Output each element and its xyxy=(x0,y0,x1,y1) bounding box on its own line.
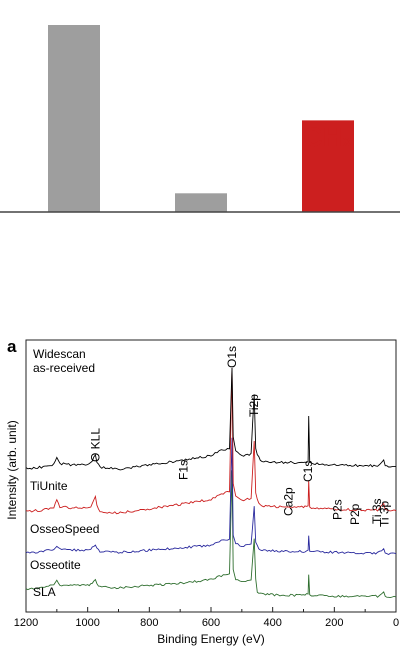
peak-label: O1s xyxy=(225,346,239,368)
x-ticks: 1200 1000 800 600 400 200 0 xyxy=(14,607,399,629)
trace-sla xyxy=(25,470,397,599)
peak-label: O KLL xyxy=(88,428,102,462)
chx-main: CH xyxy=(303,122,342,152)
peak-label: P2s xyxy=(330,499,344,520)
plot-title-line-2: as-received xyxy=(33,361,95,375)
series-label-tiunite: TiUnite xyxy=(30,479,68,493)
y-axis-label: Intensity (arb. unit) xyxy=(5,420,19,519)
x-tick-label: 800 xyxy=(140,617,158,629)
x-tick-label: 1200 xyxy=(14,617,38,629)
bar-3 xyxy=(302,120,354,212)
peak-label: P2p xyxy=(348,503,362,525)
x-tick-label: 1000 xyxy=(75,617,99,629)
x-tick-label: 400 xyxy=(263,617,281,629)
series-label-osseospeed: OsseoSpeed xyxy=(30,522,99,536)
panel-label: a xyxy=(7,337,17,356)
chx-annotation: CHx xyxy=(303,122,352,152)
peak-label: Ti 3p xyxy=(378,500,392,527)
bars xyxy=(48,25,354,212)
series-labels: TiUnite OsseoSpeed Osseotite SLA xyxy=(30,479,99,599)
x-tick-label: 0 xyxy=(393,617,399,629)
x-tick-label: 600 xyxy=(202,617,220,629)
series-label-sla: SLA xyxy=(33,585,56,599)
peak-label: C1s xyxy=(301,461,315,482)
peak-label: F1s xyxy=(176,460,190,480)
bar-2 xyxy=(175,193,227,212)
peak-label: Ca2p xyxy=(282,487,296,516)
peak-label: Ti 3s xyxy=(370,498,384,524)
plot-frame xyxy=(25,339,397,613)
x-axis-label: Binding Energy (eV) xyxy=(157,632,264,646)
xps-chart: a Widescan as-received TiUnite OsseoSpeed… xyxy=(5,337,399,646)
trace-tiunite xyxy=(25,367,397,471)
bar-1 xyxy=(48,25,100,212)
series-label-osseotite: Osseotite xyxy=(30,558,81,572)
trace-osseotite xyxy=(25,437,397,556)
peak-label: Ti2p xyxy=(247,394,261,417)
x-tick-label: 200 xyxy=(325,617,343,629)
plot-title-line-1: Widescan xyxy=(33,347,86,361)
chx-sub: x xyxy=(343,133,352,150)
trace-osseospeed xyxy=(25,367,397,515)
bar-chart: CHx xyxy=(0,25,400,213)
spectra-traces xyxy=(25,367,397,599)
